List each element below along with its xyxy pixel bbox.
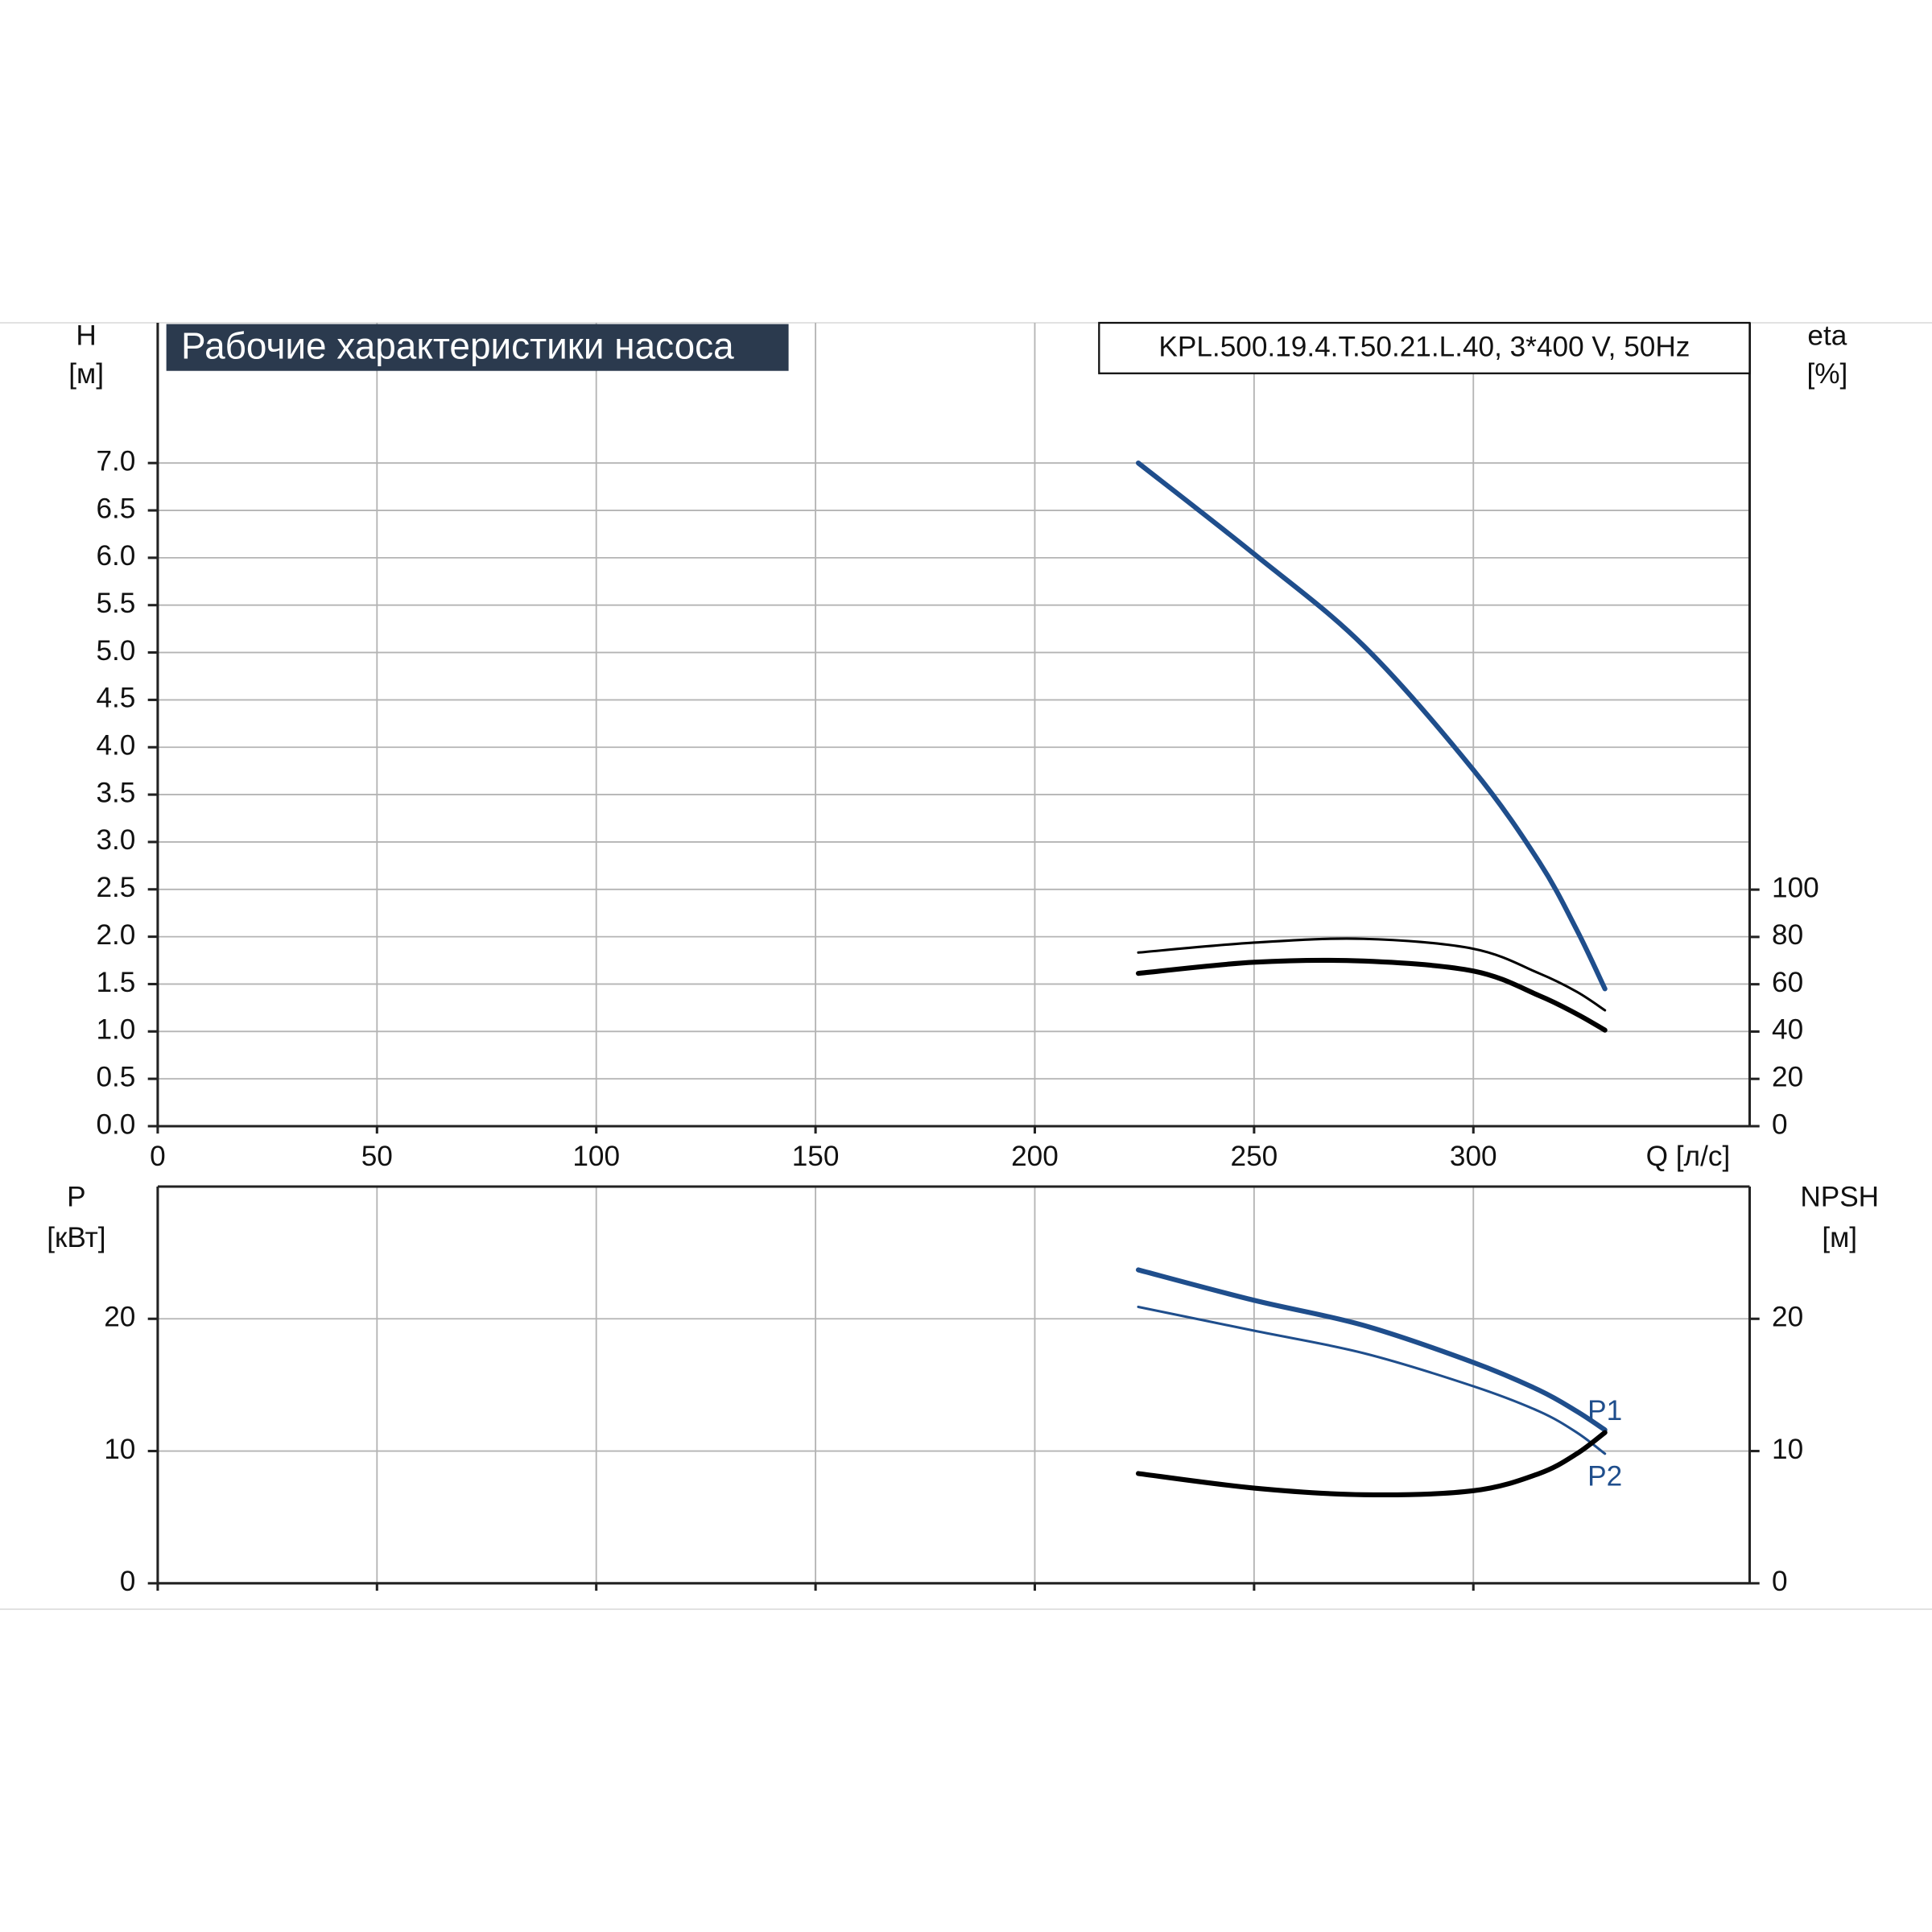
- y-tick-label: 3.5: [96, 777, 135, 808]
- y-tick-label: 10: [104, 1434, 135, 1465]
- model-box: [1098, 321, 1751, 374]
- x-tick-label: 100: [572, 1141, 620, 1172]
- y-tick-label: 5.0: [96, 635, 135, 667]
- series-label: P2: [1587, 1461, 1622, 1492]
- curve: [1135, 957, 1608, 1033]
- y-axis-label: [кВт]: [47, 1222, 105, 1253]
- y2-tick-label: 0: [1772, 1108, 1788, 1140]
- y2-axis-label: NPSH: [1800, 1182, 1879, 1213]
- x-tick-label: 300: [1450, 1141, 1497, 1172]
- x-axis-label: Q [л/с]: [1646, 1141, 1731, 1172]
- y-tick-label: 5.5: [96, 588, 135, 619]
- curve: [1137, 1305, 1607, 1455]
- curve: [1137, 937, 1607, 1012]
- y2-tick-label: 80: [1772, 919, 1803, 951]
- y-tick-label: 3.0: [96, 824, 135, 856]
- y-tick-label: 4.5: [96, 683, 135, 714]
- x-tick-label: 0: [150, 1141, 166, 1172]
- y2-tick-label: 40: [1772, 1014, 1803, 1046]
- y2-tick-label: 0: [1772, 1566, 1788, 1597]
- y-axis-label: P: [67, 1182, 85, 1213]
- y-tick-label: 1.5: [96, 967, 135, 998]
- chart-title: Рабочие характеристики насоса: [181, 324, 734, 366]
- y-axis-label: H: [76, 320, 96, 352]
- y-tick-label: 0: [120, 1566, 136, 1597]
- series-label: P1: [1587, 1395, 1622, 1426]
- y-tick-label: 6.0: [96, 540, 135, 572]
- x-tick-label: 200: [1011, 1141, 1059, 1172]
- y-axis-label: [м]: [68, 358, 104, 390]
- y-tick-label: 2.5: [96, 872, 135, 903]
- x-tick-label: 150: [792, 1141, 840, 1172]
- curve: [1135, 1430, 1608, 1497]
- curve: [1135, 1267, 1608, 1433]
- y2-axis-label: [м]: [1822, 1222, 1857, 1253]
- y-tick-label: 2.0: [96, 919, 135, 951]
- y-tick-label: 6.5: [96, 493, 135, 524]
- y2-tick-label: 10: [1772, 1434, 1803, 1465]
- y-tick-label: 1.0: [96, 1014, 135, 1046]
- y2-axis-label: eta: [1807, 320, 1847, 352]
- y-tick-label: 0.5: [96, 1061, 135, 1092]
- y-tick-label: 7.0: [96, 445, 135, 477]
- y2-tick-label: 20: [1772, 1302, 1803, 1333]
- y-tick-label: 20: [104, 1302, 135, 1333]
- y2-tick-label: 20: [1772, 1062, 1803, 1093]
- y-tick-label: 0.0: [96, 1108, 135, 1140]
- y2-axis-label: [%]: [1806, 358, 1847, 390]
- x-tick-label: 250: [1231, 1141, 1278, 1172]
- y2-tick-label: 60: [1772, 967, 1803, 998]
- y-tick-label: 4.0: [96, 730, 135, 762]
- x-tick-label: 50: [361, 1141, 393, 1172]
- y2-tick-label: 100: [1772, 872, 1819, 903]
- chart-subtitle: KPL.500.19.4.T.50.21.L.40, 3*400 V, 50Hz: [1158, 331, 1690, 362]
- curve: [1135, 460, 1608, 992]
- title-box: [166, 324, 789, 371]
